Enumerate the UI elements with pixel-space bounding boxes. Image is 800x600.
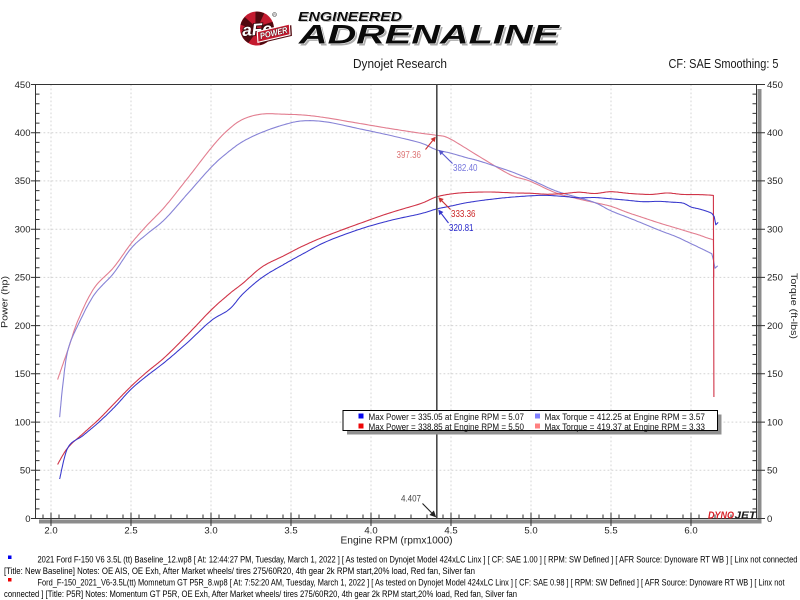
svg-text:450: 450 xyxy=(15,80,31,91)
svg-text:3.5: 3.5 xyxy=(284,526,297,537)
svg-text:Ford_F-150_2021_V6-3.5L(tt) Mo: Ford_F-150_2021_V6-3.5L(tt) Momnetum GT … xyxy=(38,578,785,588)
svg-text:5.0: 5.0 xyxy=(524,526,537,537)
svg-text:ENGINEERED: ENGINEERED xyxy=(298,10,402,24)
svg-text:0: 0 xyxy=(25,514,30,525)
svg-text:450: 450 xyxy=(767,80,783,91)
svg-text:Max Power = 338.85 at Engine R: Max Power = 338.85 at Engine RPM = 5.50 xyxy=(369,422,525,432)
svg-text:Max Torque = 412.25 at Engine: Max Torque = 412.25 at Engine RPM = 3.57 xyxy=(545,412,706,422)
svg-text:350: 350 xyxy=(15,176,31,187)
svg-text:CF: SAE Smoothing: 5: CF: SAE Smoothing: 5 xyxy=(669,57,779,71)
svg-text:3.0: 3.0 xyxy=(204,526,217,537)
svg-text:382.40: 382.40 xyxy=(453,163,478,174)
svg-text:400: 400 xyxy=(15,128,31,139)
svg-text:Torque (ft-lbs): Torque (ft-lbs) xyxy=(788,273,799,339)
svg-text:300: 300 xyxy=(767,225,783,236)
svg-text:200: 200 xyxy=(15,321,31,332)
svg-text:6.0: 6.0 xyxy=(684,526,697,537)
svg-text:Dynojet Research: Dynojet Research xyxy=(353,57,447,71)
svg-text:50: 50 xyxy=(20,466,31,477)
svg-text:100: 100 xyxy=(15,417,31,428)
svg-text:Max Torque = 419.37 at Engine: Max Torque = 419.37 at Engine RPM = 3.33 xyxy=(545,422,706,432)
svg-text:4.0: 4.0 xyxy=(364,526,377,537)
svg-text:397.36: 397.36 xyxy=(397,150,422,161)
svg-text:250: 250 xyxy=(15,273,31,284)
svg-text:ENGINEERED: ENGINEERED xyxy=(299,11,403,25)
svg-text:2.0: 2.0 xyxy=(44,526,57,537)
svg-text:200: 200 xyxy=(767,321,783,332)
svg-text:4.5: 4.5 xyxy=(444,526,457,537)
svg-text:300: 300 xyxy=(15,225,31,236)
svg-text:DYNO: DYNO xyxy=(708,510,734,522)
svg-text:2021 Ford F-150 V6 3.5L (tt) B: 2021 Ford F-150 V6 3.5L (tt) Baseline_12… xyxy=(38,555,798,565)
svg-text:50: 50 xyxy=(767,466,778,477)
svg-text:Engine RPM (rpmx1000): Engine RPM (rpmx1000) xyxy=(341,536,453,547)
svg-text:250: 250 xyxy=(767,273,783,284)
svg-text:333.36: 333.36 xyxy=(451,209,476,220)
svg-text:0: 0 xyxy=(767,514,772,525)
svg-text:4.407: 4.407 xyxy=(401,494,421,504)
svg-text:connected ] [Title: P5R] Note: connected ] [Title: P5R] Notes: Momentum… xyxy=(4,589,517,599)
svg-text:JET: JET xyxy=(735,510,758,522)
svg-text:2.5: 2.5 xyxy=(124,526,137,537)
svg-text:R: R xyxy=(273,13,276,17)
svg-text:150: 150 xyxy=(767,369,783,380)
svg-text:[Title: New Baseline] Notes:: [Title: New Baseline] Notes: OE AIS, OE … xyxy=(4,566,475,576)
svg-text:100: 100 xyxy=(767,417,783,428)
svg-text:Power (hp): Power (hp) xyxy=(0,276,11,328)
svg-text:Max Power = 335.05 at Engine R: Max Power = 335.05 at Engine RPM = 5.07 xyxy=(369,412,525,422)
svg-text:ADRENALINE: ADRENALINE xyxy=(300,22,563,52)
svg-text:150: 150 xyxy=(15,369,31,380)
svg-text:ADRENALINE: ADRENALINE xyxy=(298,20,561,50)
svg-text:320.81: 320.81 xyxy=(449,223,474,234)
svg-text:5.5: 5.5 xyxy=(604,526,617,537)
svg-text:400: 400 xyxy=(767,128,783,139)
svg-text:350: 350 xyxy=(767,176,783,187)
